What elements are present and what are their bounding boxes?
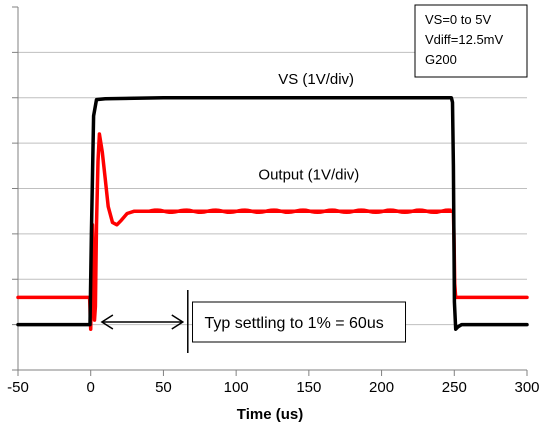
settling-arrow-right-head	[171, 314, 185, 330]
condition-vdiff: Vdiff=12.5mV	[425, 32, 504, 47]
condition-vs: VS=0 to 5V	[425, 12, 491, 27]
condition-gain: G200	[425, 52, 457, 67]
x-tick-label: 50	[155, 379, 172, 396]
x-tick-label: 200	[369, 379, 394, 396]
conditions-box	[414, 4, 528, 78]
x-tick-label: 300	[514, 379, 539, 396]
output-label: Output (1V/div)	[258, 166, 359, 183]
annotations: VS (1V/div) Output (1V/div) Typ settling t…	[100, 71, 407, 353]
settling-arrow-left-head	[100, 314, 114, 330]
settling-box	[192, 301, 407, 343]
tick-labels: -50 0 50 100 150 200 250 300	[7, 379, 539, 396]
x-tick-label: 0	[87, 379, 95, 396]
output-ripple	[148, 208, 452, 215]
x-tick-label: 250	[442, 379, 467, 396]
series-group	[16, 96, 529, 331]
x-axis-title: Time (us)	[237, 406, 303, 423]
x-tick-label: -50	[7, 379, 29, 396]
x-tick-label: 100	[224, 379, 249, 396]
vs-label: VS (1V/div)	[278, 71, 354, 88]
series-line-vs	[16, 96, 529, 331]
settling-label: Typ settling to 1% = 60us	[205, 315, 384, 332]
axes	[12, 6, 528, 376]
x-tick-label: 150	[296, 379, 321, 396]
